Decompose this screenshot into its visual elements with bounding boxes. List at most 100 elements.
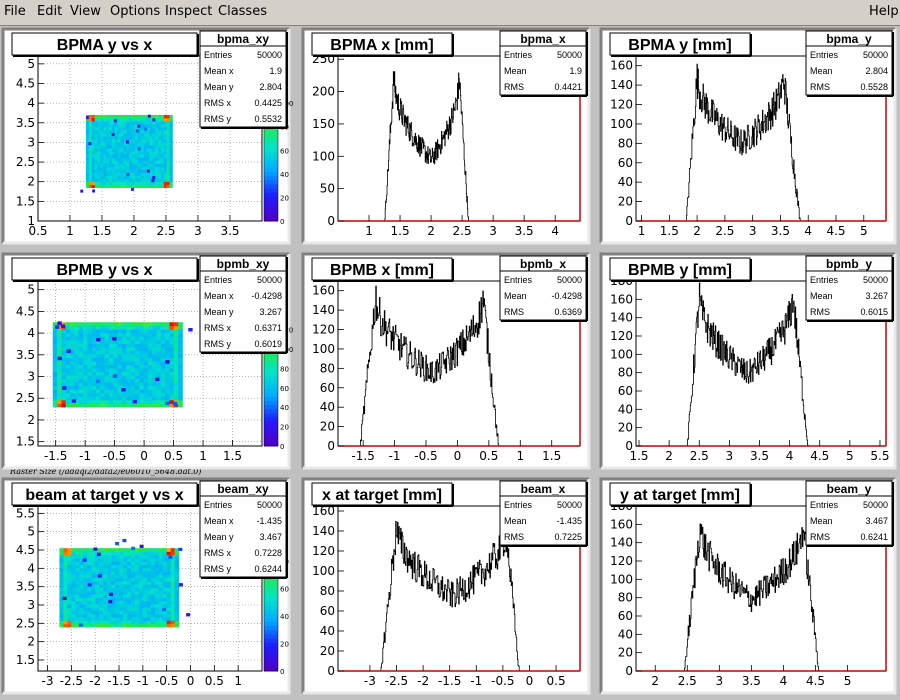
heatmap-cell	[134, 151, 139, 155]
heatmap-cell	[138, 610, 144, 615]
heatmap-cell	[158, 551, 164, 556]
heatmap-cell	[186, 613, 191, 617]
heatmap-cell	[132, 151, 136, 155]
heatmap-cell	[121, 329, 127, 334]
heatmap-cell	[70, 350, 75, 355]
heatmap-cell	[147, 378, 153, 383]
pad-beam_xy[interactable]: 020406080-3-2.5-2-1.5-1-0.500.511.522.53…	[1, 477, 291, 695]
heatmap-cell	[147, 322, 153, 327]
heatmap-cell	[117, 114, 121, 119]
pad-bpmb_xy[interactable]: 020406080100120-1.5-1-0.500.511.51.522.5…	[1, 252, 293, 470]
heatmap-cell	[123, 117, 127, 122]
menu-options[interactable]: Options	[110, 4, 161, 19]
heatmap-cell	[169, 343, 175, 348]
heatmap-cell	[154, 620, 160, 625]
heatmap-cell	[82, 357, 88, 362]
heatmap-cell	[140, 169, 144, 173]
heatmap-cell	[169, 184, 173, 189]
heatmap-cell	[94, 154, 98, 158]
heatmap-cell	[117, 339, 123, 344]
heatmap-cell	[146, 151, 150, 155]
pad-bpmb_y[interactable]: 1.5 2 2.5 3 3.5 4 4.5 5 5.5020406080100120140160…	[599, 252, 897, 470]
heatmap-cell	[119, 564, 124, 569]
heatmap-cell	[163, 166, 168, 170]
heatmap-cell	[166, 163, 170, 167]
menu-classes[interactable]: Classes	[218, 4, 267, 19]
pad-bpma_xy[interactable]: 0204060801000.511.522.533.511.522.533.54…	[1, 27, 293, 245]
heatmap-cell	[143, 172, 147, 176]
pad-beam_x[interactable]: -3 -2.5 -2 -1.5 -1 -0.5 0 0.5020406080100120140…	[301, 477, 591, 695]
heatmap-cell	[149, 124, 153, 128]
heatmap-cell	[67, 561, 72, 565]
menu-help[interactable]: Help	[869, 4, 899, 19]
menu-edit[interactable]: Edit	[37, 4, 63, 19]
heatmap-cell	[147, 350, 153, 355]
heatmap-cell	[79, 607, 84, 611]
canvas-area[interactable]: Raster Size (/adaql2/data2/e06010_5648.d…	[0, 26, 900, 700]
menu-inspect[interactable]: Inspect	[165, 4, 213, 19]
heatmap-cell	[178, 399, 183, 404]
heatmap-cell	[95, 382, 101, 387]
y-tick-label: 150	[312, 117, 335, 131]
heatmap-cell	[75, 617, 80, 621]
stats-value: 0.6244	[254, 564, 282, 574]
heatmap-cell	[169, 339, 175, 344]
heatmap-cell	[108, 368, 114, 373]
heatmap-cell	[112, 374, 118, 378]
heatmap-cell	[106, 151, 110, 155]
pad-bpma_y[interactable]: 1 1.5 2 2.5 3 3.5 4 4.5 5020406080100120140160BP…	[599, 27, 897, 245]
heatmap-cell	[104, 343, 110, 348]
x-tick-label: 2	[427, 224, 435, 238]
menu-file[interactable]: File	[4, 4, 26, 19]
x-tick-label: 4.5	[810, 449, 829, 463]
heatmap-cell	[59, 577, 64, 582]
y-tick-label: 0	[625, 664, 633, 678]
menu-view[interactable]: View	[70, 4, 101, 19]
heatmap-cell	[134, 590, 140, 595]
pad-beam_y[interactable]: 22.533.544.55020406080100120140160180y a…	[599, 477, 897, 695]
heatmap-cell	[158, 604, 164, 608]
heatmap-cell	[117, 169, 121, 173]
heatmap-cell	[95, 399, 101, 404]
heatmap-cell	[100, 178, 104, 182]
pad-bpmb_x[interactable]: -1.5 -1 -0.5 0 0.5 1 1.5020406080100120140160B…	[301, 252, 591, 470]
heatmap-cell	[95, 389, 101, 394]
heatmap-cell	[122, 587, 128, 592]
heatmap-cell	[134, 567, 140, 572]
heatmap-cell	[82, 368, 88, 373]
x-tick-label: -3	[42, 674, 54, 688]
heatmap-cell	[126, 184, 130, 189]
heatmap-cell	[100, 117, 104, 122]
heatmap-cell	[75, 554, 80, 559]
heatmap-cell	[103, 151, 107, 155]
heatmap-cell	[147, 339, 153, 344]
heatmap-cell	[143, 322, 149, 327]
heatmap-cell	[108, 343, 114, 348]
heatmap-cell	[67, 564, 72, 569]
heatmap-cell	[67, 617, 72, 621]
heatmap-cell	[147, 364, 153, 369]
heatmap-cell	[178, 346, 183, 351]
y-tick-label: 1.5	[16, 194, 35, 208]
heatmap-cell	[115, 551, 120, 556]
stats-value: 50000	[863, 500, 888, 510]
heatmap-cell	[174, 554, 179, 559]
heatmap-cell	[173, 382, 179, 387]
heatmap-cell	[97, 124, 101, 128]
heatmap-cell	[143, 148, 147, 152]
heatmap-cell	[170, 604, 176, 608]
colorbar-cell	[264, 367, 278, 373]
heatmap-cell	[165, 329, 170, 334]
heatmap-cell	[155, 181, 159, 185]
heatmap-cell	[170, 571, 176, 575]
heatmap-cell	[117, 175, 121, 179]
heatmap-cell	[162, 617, 168, 621]
root-canvas[interactable]: Raster Size (/adaql2/data2/e06010_5648.d…	[0, 26, 900, 700]
heatmap-cell	[63, 587, 68, 592]
heatmap-cell	[132, 127, 136, 131]
heatmap-cell	[100, 375, 106, 380]
heatmap-cell	[114, 166, 119, 170]
heatmap-cell	[174, 571, 179, 575]
heatmap-cell	[111, 124, 116, 128]
